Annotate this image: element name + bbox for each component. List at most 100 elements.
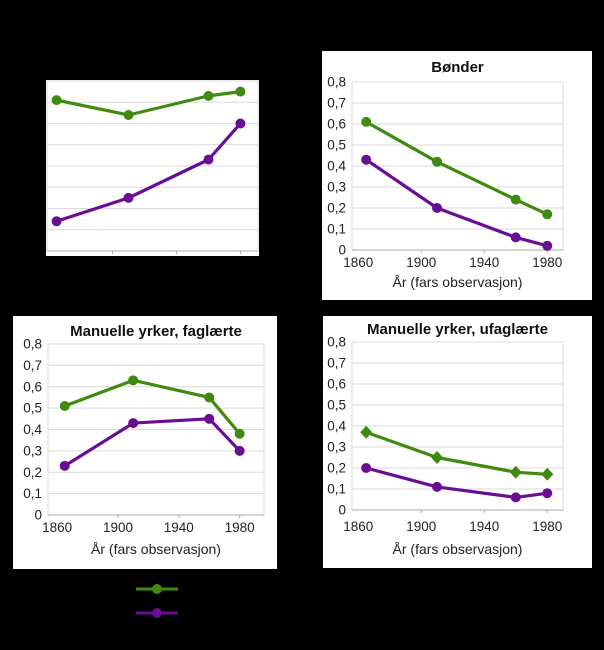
y-tick-label: 0,6 <box>327 117 346 132</box>
y-tick-label: 0,7 <box>23 358 42 373</box>
x-tick-label: 1980 <box>532 519 562 534</box>
chart-panel-faglaerte: Manuelle yrker, faglærte 0 0,1 0,2 0,3 0,4 0,5… <box>13 316 277 569</box>
y-tick-label: 0,7 <box>327 356 346 371</box>
legend <box>135 583 179 631</box>
data-point-green-1980 <box>235 86 246 97</box>
data-point-purple-1960 <box>510 492 521 503</box>
data-point-purple-1980 <box>235 118 246 129</box>
data-point-green-1960 <box>510 194 521 205</box>
legend-marker-green-series <box>152 584 162 594</box>
y-tick-label: 0,2 <box>23 465 42 480</box>
data-point-purple-1980 <box>542 488 553 499</box>
y-tick-label: 0,5 <box>327 398 346 413</box>
y-tick-label: 0 <box>338 503 346 518</box>
data-point-purple-1865 <box>361 154 372 165</box>
data-point-green-1910 <box>432 156 443 167</box>
y-tick-label: 0,8 <box>23 337 42 352</box>
x-tick-label: 1900 <box>406 255 436 270</box>
series-line-green <box>63 378 242 436</box>
x-tick-label: 1980 <box>225 520 255 535</box>
x-tick-label: 1940 <box>469 255 499 270</box>
y-tick-label: 0,1 <box>327 222 346 237</box>
series-line-green <box>54 90 243 117</box>
y-tick-label: 0,4 <box>23 422 42 437</box>
legend-swatch-purple-series <box>136 608 178 618</box>
data-point-green-1865 <box>361 116 372 127</box>
series-line-green <box>364 430 549 476</box>
y-tick-label: 0,1 <box>327 482 346 497</box>
x-tick-label: 1900 <box>406 519 436 534</box>
data-point-green-1865 <box>51 95 62 106</box>
data-point-green-1980 <box>541 467 554 481</box>
chart-title: Bønder <box>431 59 484 76</box>
y-tick-label: 0,3 <box>327 180 346 195</box>
data-point-purple-1910 <box>128 418 139 429</box>
y-tick-label: 0,1 <box>23 486 42 501</box>
data-point-purple-1960 <box>203 154 214 165</box>
data-point-green-1980 <box>542 209 553 220</box>
y-tick-label: 0,7 <box>327 96 346 111</box>
data-point-purple-1960 <box>510 232 521 243</box>
y-tick-label: 0,6 <box>23 379 42 394</box>
y-tick-label: 0 <box>338 243 346 258</box>
chart-ufaglaerte: Manuelle yrker, ufaglærte 0 0,1 0,2 0,3 0,4 0,… <box>323 316 592 568</box>
legend-item-green-series <box>135 583 179 595</box>
y-tick-label: 0,2 <box>327 201 346 216</box>
chart-faglaerte: Manuelle yrker, faglærte 0 0,1 0,2 0,3 0,4 0,5… <box>13 316 277 569</box>
chart-top-left <box>46 80 259 256</box>
panel-background <box>323 316 592 568</box>
series-line-purple <box>364 158 549 248</box>
data-point-green-1960 <box>509 465 522 479</box>
data-point-green-1960 <box>204 392 215 403</box>
data-point-green-1980 <box>234 428 245 439</box>
data-point-purple-1980 <box>234 445 245 456</box>
x-tick-label: 1860 <box>343 519 373 534</box>
data-point-purple-1865 <box>59 460 70 471</box>
chart-title: Manuelle yrker, faglærte <box>70 323 242 340</box>
y-tick-label: 0,3 <box>23 443 42 458</box>
data-point-purple-1910 <box>432 481 443 492</box>
chart-panel-bonder: Bønder 0 0,1 0,2 0,3 0,4 0,5 0,6 0,7 0,8 1860 1900 1… <box>322 51 592 300</box>
x-tick-label: 1940 <box>164 520 194 535</box>
data-point-purple-1980 <box>542 240 553 251</box>
data-point-purple-1865 <box>361 463 372 473</box>
y-tick-label: 0,3 <box>327 440 346 455</box>
y-tick-label: 0 <box>34 508 42 523</box>
chart-bonder: Bønder 0 0,1 0,2 0,3 0,4 0,5 0,6 0,7 0,8 1860 1900 1… <box>322 51 592 300</box>
y-tick-label: 0,5 <box>23 401 42 416</box>
y-tick-label: 0,8 <box>327 75 346 90</box>
data-point-green-1865 <box>59 400 70 411</box>
x-tick-label: 1860 <box>42 520 72 535</box>
y-tick-label: 0,4 <box>327 159 346 174</box>
data-point-green-1910 <box>431 451 444 464</box>
x-axis-title: År (fars observasjon) <box>393 274 523 290</box>
data-point-purple-1865 <box>51 216 62 227</box>
chart-title: Manuelle yrker, ufaglærte <box>367 321 548 338</box>
legend-marker-purple-series <box>152 608 162 618</box>
chart-panel-top-left <box>46 80 259 256</box>
data-point-purple-1960 <box>204 413 215 424</box>
panel-background <box>322 51 592 300</box>
y-tick-label: 0,5 <box>327 138 346 153</box>
series-line-green <box>364 120 549 216</box>
series-line-purple <box>54 121 243 223</box>
y-tick-label: 0,8 <box>327 335 346 350</box>
y-tick-label: 0,4 <box>327 419 346 434</box>
y-tick-label: 0,6 <box>327 377 346 392</box>
x-tick-label: 1900 <box>103 520 133 535</box>
legend-swatch-green-series <box>136 584 178 594</box>
data-point-purple-1910 <box>123 192 134 203</box>
x-axis-title: År (fars observasjon) <box>393 541 523 557</box>
x-tick-label: 1860 <box>343 255 373 270</box>
data-point-green-1910 <box>123 110 134 120</box>
series-line-purple <box>364 466 549 499</box>
legend-item-purple-series <box>135 607 179 619</box>
data-point-purple-1910 <box>432 203 443 213</box>
data-point-green-1910 <box>128 375 139 386</box>
x-tick-label: 1980 <box>532 255 562 270</box>
series-line-purple <box>63 417 242 468</box>
data-point-green-1960 <box>203 90 214 101</box>
x-axis-title: År (fars observasjon) <box>91 541 221 557</box>
y-tick-label: 0,2 <box>327 461 346 476</box>
